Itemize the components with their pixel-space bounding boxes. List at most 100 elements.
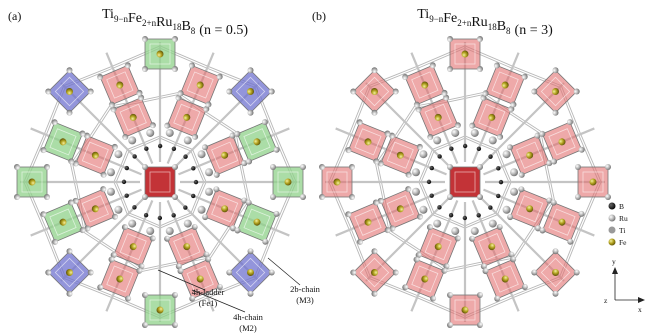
atom — [14, 194, 20, 200]
atom — [157, 51, 164, 58]
atom — [166, 227, 174, 235]
atom — [205, 188, 213, 196]
annotation: 4h-chain — [233, 312, 263, 322]
atom — [471, 227, 479, 235]
legend-label: Fe — [619, 238, 627, 247]
atom — [503, 150, 511, 158]
annotation: 4h-ladder — [192, 287, 225, 297]
atom — [427, 180, 431, 184]
atom — [605, 194, 611, 200]
atom — [489, 220, 497, 228]
legend-label: B — [619, 202, 624, 211]
formula-subscript: 9−n — [114, 14, 129, 24]
atom — [270, 194, 276, 200]
formula-element: Ru — [156, 15, 172, 30]
atom — [122, 180, 126, 184]
formula-subscript: 8 — [506, 26, 511, 36]
atom — [114, 150, 122, 158]
atom — [124, 193, 128, 197]
atom — [449, 213, 453, 217]
formula-element: Ti — [102, 7, 114, 22]
atom — [419, 150, 427, 158]
atom — [158, 216, 162, 220]
atom — [590, 179, 597, 186]
atom — [300, 164, 306, 170]
atom — [191, 166, 195, 170]
atom — [433, 136, 441, 144]
atom — [166, 129, 174, 137]
atom — [477, 36, 483, 42]
atom — [184, 136, 192, 144]
polyhedron — [142, 164, 178, 200]
atom — [146, 129, 154, 137]
atom — [488, 154, 492, 158]
atom — [128, 220, 136, 228]
atom — [447, 36, 453, 42]
annotation: (M3) — [296, 295, 314, 305]
atom — [29, 179, 36, 186]
atom — [334, 179, 341, 186]
atom — [172, 36, 178, 42]
atom — [503, 206, 511, 214]
atom — [575, 164, 581, 170]
face — [450, 167, 480, 197]
formula-subscript: 2+n — [457, 18, 472, 28]
atom — [300, 194, 306, 200]
formula-element: Fe — [443, 11, 457, 26]
atom — [462, 51, 469, 58]
atom — [184, 220, 192, 228]
polyhedron — [142, 36, 178, 72]
legend-swatch — [609, 227, 616, 234]
atom — [142, 194, 148, 200]
atom — [14, 164, 20, 170]
formula-element: B — [497, 19, 506, 34]
atom — [488, 205, 492, 209]
atom — [419, 206, 427, 214]
annotation: 2b-chain — [290, 284, 320, 294]
legend-swatch — [609, 215, 616, 222]
atom — [605, 164, 611, 170]
atom — [205, 168, 213, 176]
atom — [319, 164, 325, 170]
atom — [285, 179, 292, 186]
atom — [349, 194, 355, 200]
atom — [198, 150, 206, 158]
atom — [44, 164, 50, 170]
atom — [107, 168, 115, 176]
atom — [477, 322, 483, 328]
formula-element: Ru — [471, 15, 487, 30]
atom — [319, 194, 325, 200]
atom — [142, 322, 148, 328]
atom — [477, 164, 483, 170]
atom — [477, 194, 483, 200]
atom — [463, 216, 467, 220]
atom — [191, 194, 195, 198]
formula-element: B — [181, 19, 190, 34]
atom — [125, 166, 129, 170]
atom — [172, 66, 178, 72]
formula-suffix: (n = 0.5) — [199, 23, 248, 38]
axis-label: x — [638, 305, 642, 314]
formula-suffix: (n = 3) — [515, 23, 554, 38]
atom — [575, 194, 581, 200]
atom — [132, 154, 136, 158]
polyhedron — [447, 164, 483, 200]
atom — [510, 168, 518, 176]
atom — [172, 292, 178, 298]
panel-title: Ti9−nFe2+nRu18B8(n = 0.5) — [102, 7, 248, 38]
annotation: (Fe1) — [199, 298, 218, 308]
legend: B Ru Ti Fe — [609, 202, 629, 247]
atom — [451, 129, 459, 137]
atom — [437, 205, 441, 209]
atom — [198, 206, 206, 214]
axes-indicator — [612, 267, 645, 303]
atom — [128, 136, 136, 144]
atom — [107, 188, 115, 196]
panel-label: (a) — [8, 9, 21, 23]
figure: (a) (b) Ti9−nFe2+nRu18B8(n = 0.5) Ti9−nF… — [0, 0, 648, 336]
panel-title: Ti9−nFe2+nRu18B8(n = 3) — [417, 7, 553, 38]
structure — [14, 36, 306, 328]
atom — [499, 180, 503, 184]
atom — [447, 164, 453, 170]
atom — [171, 213, 175, 217]
